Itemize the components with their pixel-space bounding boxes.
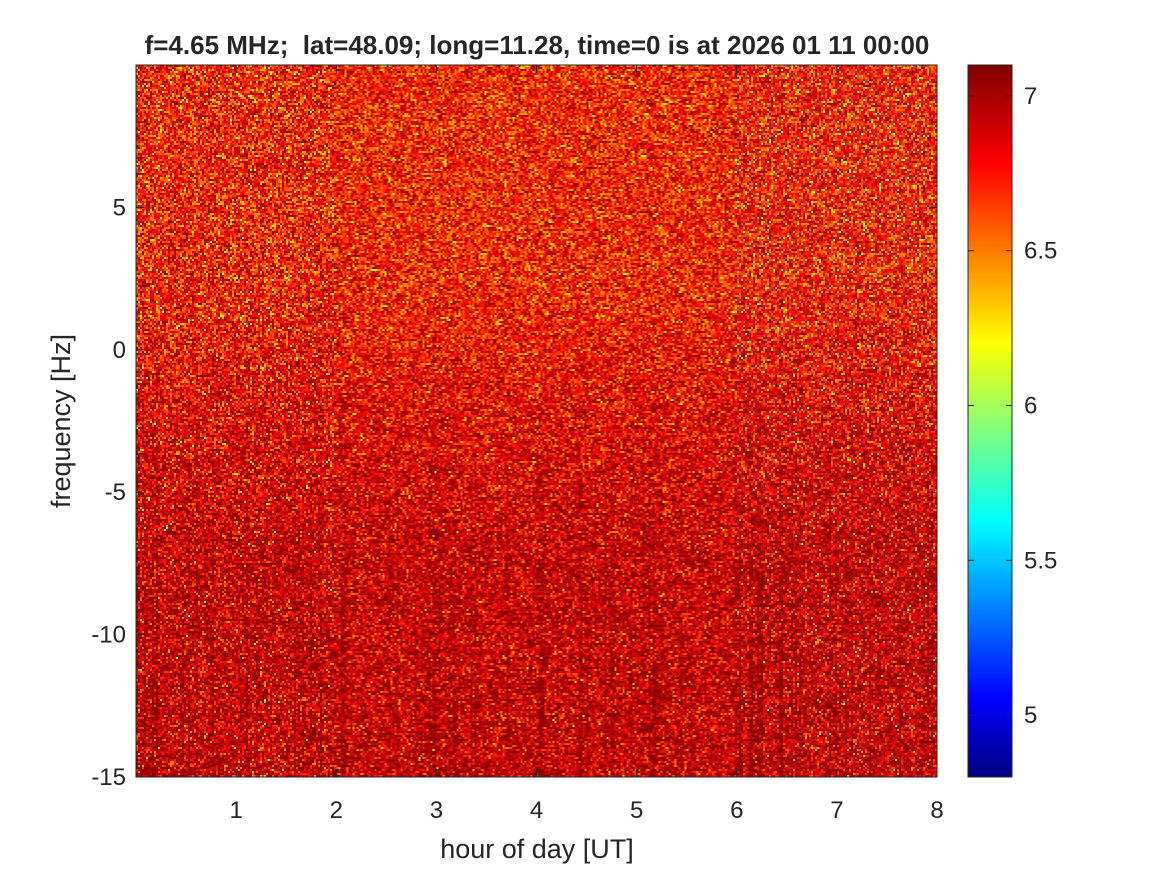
colorbar-tick-label: 5.5 bbox=[1024, 547, 1057, 574]
x-tick-label: 2 bbox=[330, 797, 343, 824]
y-axis: -15 -10 -5 0 5 bbox=[91, 194, 937, 791]
colorbar-ticks: 5 5.5 6 6.5 7 bbox=[968, 83, 1057, 729]
y-tick-label: -10 bbox=[91, 622, 126, 649]
chart-title: f=4.65 MHz; lat=48.09; long=11.28, time=… bbox=[145, 30, 930, 60]
colorbar-gradient bbox=[968, 65, 1012, 777]
x-tick-label: 3 bbox=[430, 797, 443, 824]
colorbar-tick-label: 5 bbox=[1024, 702, 1037, 729]
colorbar-frame bbox=[967, 64, 1013, 778]
colorbar: 5 5.5 6 6.5 7 bbox=[967, 64, 1057, 778]
x-tick-label: 1 bbox=[229, 797, 242, 824]
y-axis-label: frequency [Hz] bbox=[46, 334, 76, 508]
heatmap-image bbox=[136, 65, 937, 777]
colorbar-tick-label: 6.5 bbox=[1024, 238, 1057, 265]
x-tick-label: 7 bbox=[830, 797, 843, 824]
colorbar-tick-label: 6 bbox=[1024, 393, 1037, 420]
x-axis: 1 2 3 4 5 6 7 8 bbox=[229, 65, 944, 824]
x-axis-label: hour of day [UT] bbox=[440, 834, 634, 864]
x-tick-label: 6 bbox=[730, 797, 743, 824]
y-tick-label: -5 bbox=[105, 479, 126, 506]
y-tick-label: -15 bbox=[91, 764, 126, 791]
y-tick-label: 0 bbox=[113, 337, 126, 364]
plot-area bbox=[135, 64, 938, 778]
x-tick-label: 4 bbox=[530, 797, 543, 824]
x-tick-label: 8 bbox=[930, 797, 943, 824]
x-tick-label: 5 bbox=[630, 797, 643, 824]
colorbar-tick-label: 7 bbox=[1024, 83, 1037, 110]
y-tick-label: 5 bbox=[113, 194, 126, 221]
